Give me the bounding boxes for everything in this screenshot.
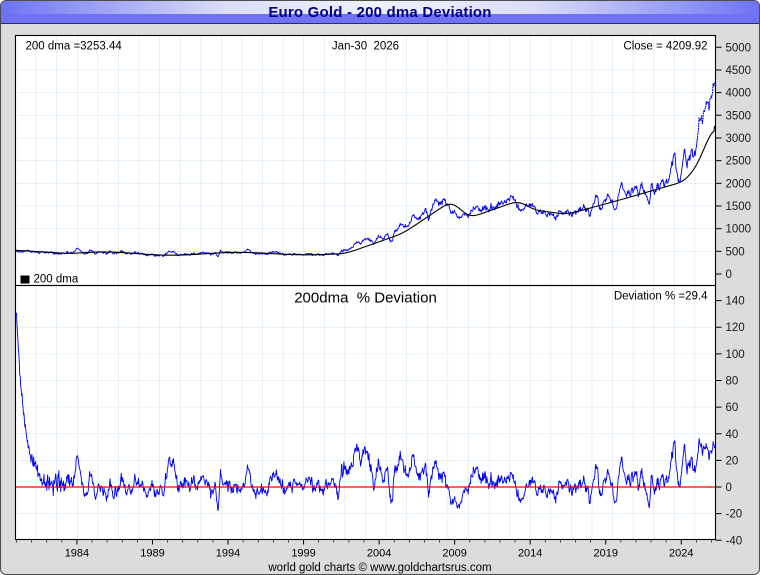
svg-text:2019: 2019: [593, 548, 617, 560]
svg-text:80: 80: [726, 376, 739, 388]
svg-text:-20: -20: [726, 509, 743, 521]
svg-text:60: 60: [726, 402, 739, 414]
svg-text:1994: 1994: [216, 548, 240, 560]
svg-text:1999: 1999: [291, 548, 315, 560]
svg-text:20: 20: [726, 455, 739, 467]
svg-text:140: 140: [726, 296, 745, 308]
svg-text:0: 0: [726, 269, 732, 281]
svg-text:200dma % Deviation: 200dma % Deviation: [294, 290, 437, 307]
svg-text:-40: -40: [726, 535, 743, 547]
svg-text:2024: 2024: [669, 548, 693, 560]
svg-text:Deviation % =29.4: Deviation % =29.4: [614, 291, 708, 303]
svg-text:3000: 3000: [726, 133, 752, 145]
svg-text:1989: 1989: [140, 548, 164, 560]
svg-text:2009: 2009: [442, 548, 466, 560]
svg-text:1000: 1000: [726, 224, 752, 236]
svg-text:1984: 1984: [65, 548, 89, 560]
svg-text:500: 500: [726, 246, 745, 258]
svg-text:4000: 4000: [726, 88, 752, 100]
svg-text:4500: 4500: [726, 65, 752, 77]
svg-text:120: 120: [726, 322, 745, 334]
svg-text:2004: 2004: [367, 548, 391, 560]
svg-text:40: 40: [726, 429, 739, 441]
svg-text:5000: 5000: [726, 42, 752, 54]
svg-text:1500: 1500: [726, 201, 752, 213]
svg-text:2500: 2500: [726, 156, 752, 168]
svg-text:0: 0: [726, 482, 732, 494]
svg-text:2014: 2014: [518, 548, 542, 560]
svg-text:2000: 2000: [726, 178, 752, 190]
svg-text:200 dma: 200 dma: [34, 274, 79, 286]
svg-text:Jan-30 2026: Jan-30 2026: [332, 41, 399, 53]
svg-text:200 dma =3253.44: 200 dma =3253.44: [26, 41, 123, 53]
svg-text:Close = 4209.92: Close = 4209.92: [623, 41, 707, 53]
svg-text:3500: 3500: [726, 110, 752, 122]
svg-text:100: 100: [726, 349, 745, 361]
